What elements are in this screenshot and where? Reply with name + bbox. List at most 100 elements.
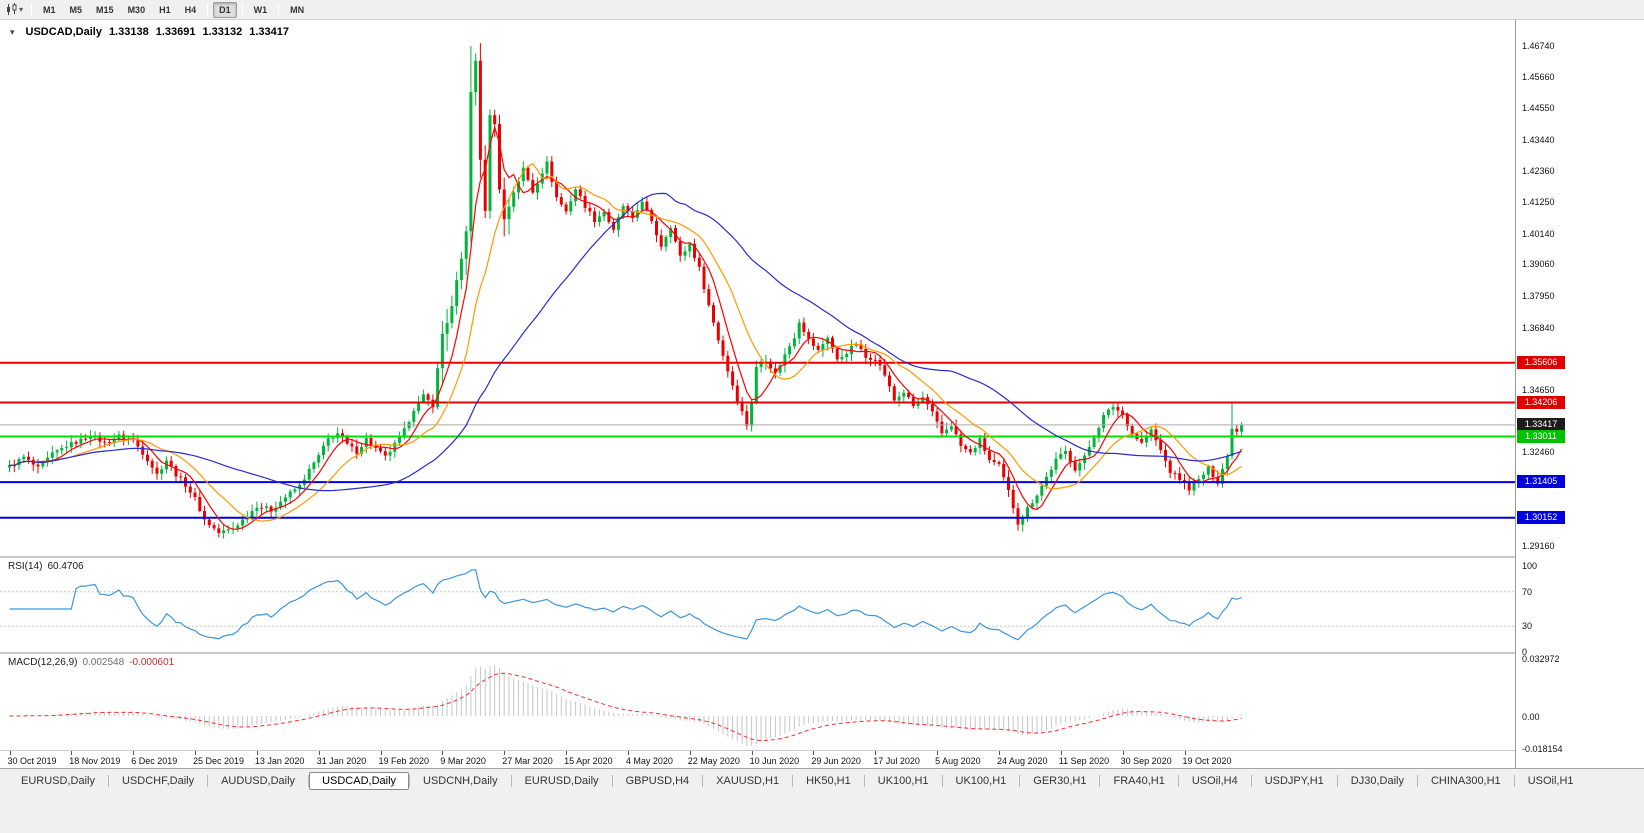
chart-tab-FRA40-H1[interactable]: FRA40,H1: [1113, 774, 1165, 787]
rsi-axis-label: 70: [1522, 586, 1533, 597]
date-label: 11 Sep 2020: [1058, 756, 1110, 766]
price-axis-label: 1.41250: [1522, 197, 1555, 208]
chart-tab-EURUSD-Daily[interactable]: EURUSD,Daily: [524, 774, 599, 787]
date-label: 30 Sep 2020: [1120, 756, 1172, 766]
price-axis-label: 1.42360: [1522, 165, 1555, 176]
chart-tab-USDCHF-Daily[interactable]: USDCHF,Daily: [121, 774, 195, 787]
price-badge-1.31405: 1.31405: [1517, 475, 1565, 489]
chart-tab-EURUSD-Daily[interactable]: EURUSD,Daily: [21, 774, 95, 787]
time-tick: [380, 751, 382, 755]
price-badge-1.34206: 1.34206: [1517, 395, 1565, 409]
time-tick: [71, 751, 73, 755]
timeframes-toolbar: ▾ M1 M5 M15 M30 H1 H4 D1 W1 MN: [0, 0, 1644, 20]
chart-tab-USDCNH-Daily[interactable]: USDCNH,Daily: [423, 774, 498, 787]
time-axis[interactable]: 30 Oct 2019 18 Nov 2019 6 Dec 2019 25 Dec 2…: [0, 751, 1516, 768]
main-chart[interactable]: [0, 20, 1516, 556]
chart-tab-USDCAD-Daily[interactable]: USDCAD,Daily: [309, 771, 410, 790]
date-label: 27 Mar 2020: [502, 756, 553, 766]
date-label: 19 Oct 2020: [1182, 756, 1232, 766]
date-label: 22 May 2020: [687, 756, 740, 766]
time-tick: [195, 751, 196, 755]
chart-type-dropdown-icon[interactable]: ▾: [19, 5, 24, 14]
rsi-panel[interactable]: [0, 558, 1516, 652]
timeframe-button-H4[interactable]: H4: [184, 4, 197, 15]
price-badge-1.35606: 1.35606: [1517, 355, 1565, 369]
date-label: 25 Dec 2019: [193, 756, 245, 766]
tab-separator: [308, 774, 310, 787]
tab-separator: [941, 774, 943, 787]
macd-panel[interactable]: [0, 654, 1516, 750]
macd-signal-value: -0.000601: [129, 657, 175, 668]
timeframe-button-M5[interactable]: M5: [69, 4, 83, 15]
main-chart-svg: [0, 43, 1515, 539]
ohlc-open: 1.33138: [108, 26, 149, 38]
time-axis-separator: [0, 750, 1644, 751]
rsi-panel-separator[interactable]: [0, 556, 1644, 558]
rsi-axis-label: 100: [1522, 561, 1538, 571]
timeframe-button-M30[interactable]: M30: [127, 4, 146, 15]
timeframe-button-W1[interactable]: W1: [253, 4, 268, 15]
ohlc-low: 1.33132: [202, 26, 243, 38]
toolbar-separator: [241, 3, 243, 16]
tab-separator: [1099, 774, 1101, 787]
chart-tab-USDJPY-H1[interactable]: USDJPY,H1: [1264, 774, 1324, 787]
rsi-axis-label: 30: [1522, 621, 1533, 632]
tab-separator: [409, 774, 411, 787]
price-badge-1.33011: 1.33011: [1517, 429, 1565, 443]
time-tick: [875, 751, 877, 755]
price-axis-label: 1.34650: [1522, 384, 1555, 395]
chart-tab-AUDUSD-Daily[interactable]: AUDUSD,Daily: [221, 774, 296, 787]
chart-tab-USOil-H1[interactable]: USOil,H1: [1527, 774, 1574, 787]
timeframe-button-MN[interactable]: MN: [290, 4, 305, 15]
chart-collapse-icon[interactable]: ▾: [10, 26, 15, 37]
ohlc-high: 1.33691: [155, 26, 196, 38]
timeframe-button-M15[interactable]: M15: [96, 4, 114, 15]
tab-separator: [702, 774, 704, 787]
price-axis-label: 1.37950: [1522, 291, 1555, 301]
macd-main-value: 0.002548: [82, 657, 125, 668]
date-label: 15 Apr 2020: [564, 756, 613, 766]
date-label: 10 Jun 2020: [749, 756, 800, 766]
chart-tab-UK100-H1[interactable]: UK100,H1: [955, 774, 1007, 787]
rsi-axis-label: 0: [1522, 647, 1528, 657]
time-tick: [999, 751, 1000, 755]
date-label: 4 May 2020: [625, 756, 673, 766]
chart-tab-USOil-H4[interactable]: USOil,H4: [1191, 774, 1238, 787]
price-axis[interactable]: 1.46740 1.45660 1.44550 1.43440 1.42360 1.412…: [1515, 20, 1644, 768]
chart-tab-UK100-H1[interactable]: UK100,H1: [877, 774, 929, 787]
macd-panel-separator[interactable]: [0, 652, 1644, 654]
date-label: 29 Jun 2020: [811, 756, 861, 766]
tab-separator: [1416, 774, 1418, 787]
rsi-plot-svg: [0, 569, 1515, 641]
candlestick-chart-icon[interactable]: [5, 3, 18, 16]
tab-separator: [207, 774, 209, 787]
timeframe-button-H1[interactable]: H1: [159, 4, 171, 15]
price-axis-label: 1.40140: [1522, 228, 1555, 239]
chart-tab-DJ30-Daily[interactable]: DJ30,Daily: [1350, 774, 1404, 787]
date-label: 9 Mar 2020: [440, 756, 486, 766]
toolbar-separator: [31, 3, 33, 16]
date-label: 30 Oct 2019: [7, 756, 57, 766]
date-label: 13 Jan 2020: [254, 756, 305, 766]
chart-tab-GBPUSD-H4[interactable]: GBPUSD,H4: [625, 774, 690, 787]
timeframe-button-M1[interactable]: M1: [43, 4, 56, 15]
ohlc-close: 1.33417: [249, 26, 289, 38]
price-axis-label: 1.43440: [1522, 134, 1555, 145]
symbol-name: USDCAD,Daily: [25, 26, 102, 38]
chart-tab-XAUUSD-H1[interactable]: XAUUSD,H1: [716, 774, 780, 787]
time-tick: [813, 751, 815, 755]
chart-tab-CHINA300-H1[interactable]: CHINA300,H1: [1430, 774, 1501, 787]
macd-axis-label: -0.018154: [1522, 744, 1563, 754]
chart-tab-HK50-H1[interactable]: HK50,H1: [806, 774, 851, 787]
chart-ohlc-label: ▾ USDCAD,Daily 1.33138 1.33691 1.33132 1…: [10, 26, 289, 38]
date-label: 6 Dec 2019: [131, 756, 178, 766]
macd-indicator-label: MACD(12,26,9) 0.002548 -0.000601: [8, 657, 174, 668]
rsi-name: RSI(14): [8, 561, 43, 572]
toolbar-separator: [278, 3, 280, 16]
time-tick: [751, 751, 753, 755]
timeframe-button-D1[interactable]: D1: [213, 1, 237, 18]
date-label: 31 Jan 2020: [316, 756, 367, 766]
chart-tab-GER30-H1[interactable]: GER30,H1: [1033, 774, 1087, 787]
time-tick: [1060, 751, 1062, 755]
